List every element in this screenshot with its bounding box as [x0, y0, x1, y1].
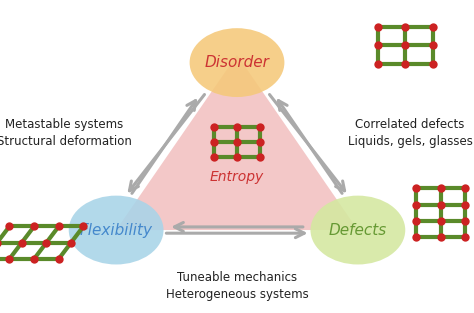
- Text: Metastable systems
Structural deformation: Metastable systems Structural deformatio…: [0, 118, 131, 148]
- Text: Entropy: Entropy: [210, 170, 264, 184]
- Text: Disorder: Disorder: [205, 55, 269, 70]
- Ellipse shape: [190, 28, 284, 97]
- Ellipse shape: [310, 196, 405, 264]
- Text: Correlated defects
Liquids, gels, glasses: Correlated defects Liquids, gels, glasse…: [347, 118, 473, 148]
- Text: Flexibility: Flexibility: [80, 223, 153, 238]
- Polygon shape: [116, 55, 358, 230]
- Ellipse shape: [69, 196, 164, 264]
- Text: Tuneable mechanics
Heterogeneous systems: Tuneable mechanics Heterogeneous systems: [165, 271, 309, 301]
- Text: Defects: Defects: [329, 223, 387, 238]
